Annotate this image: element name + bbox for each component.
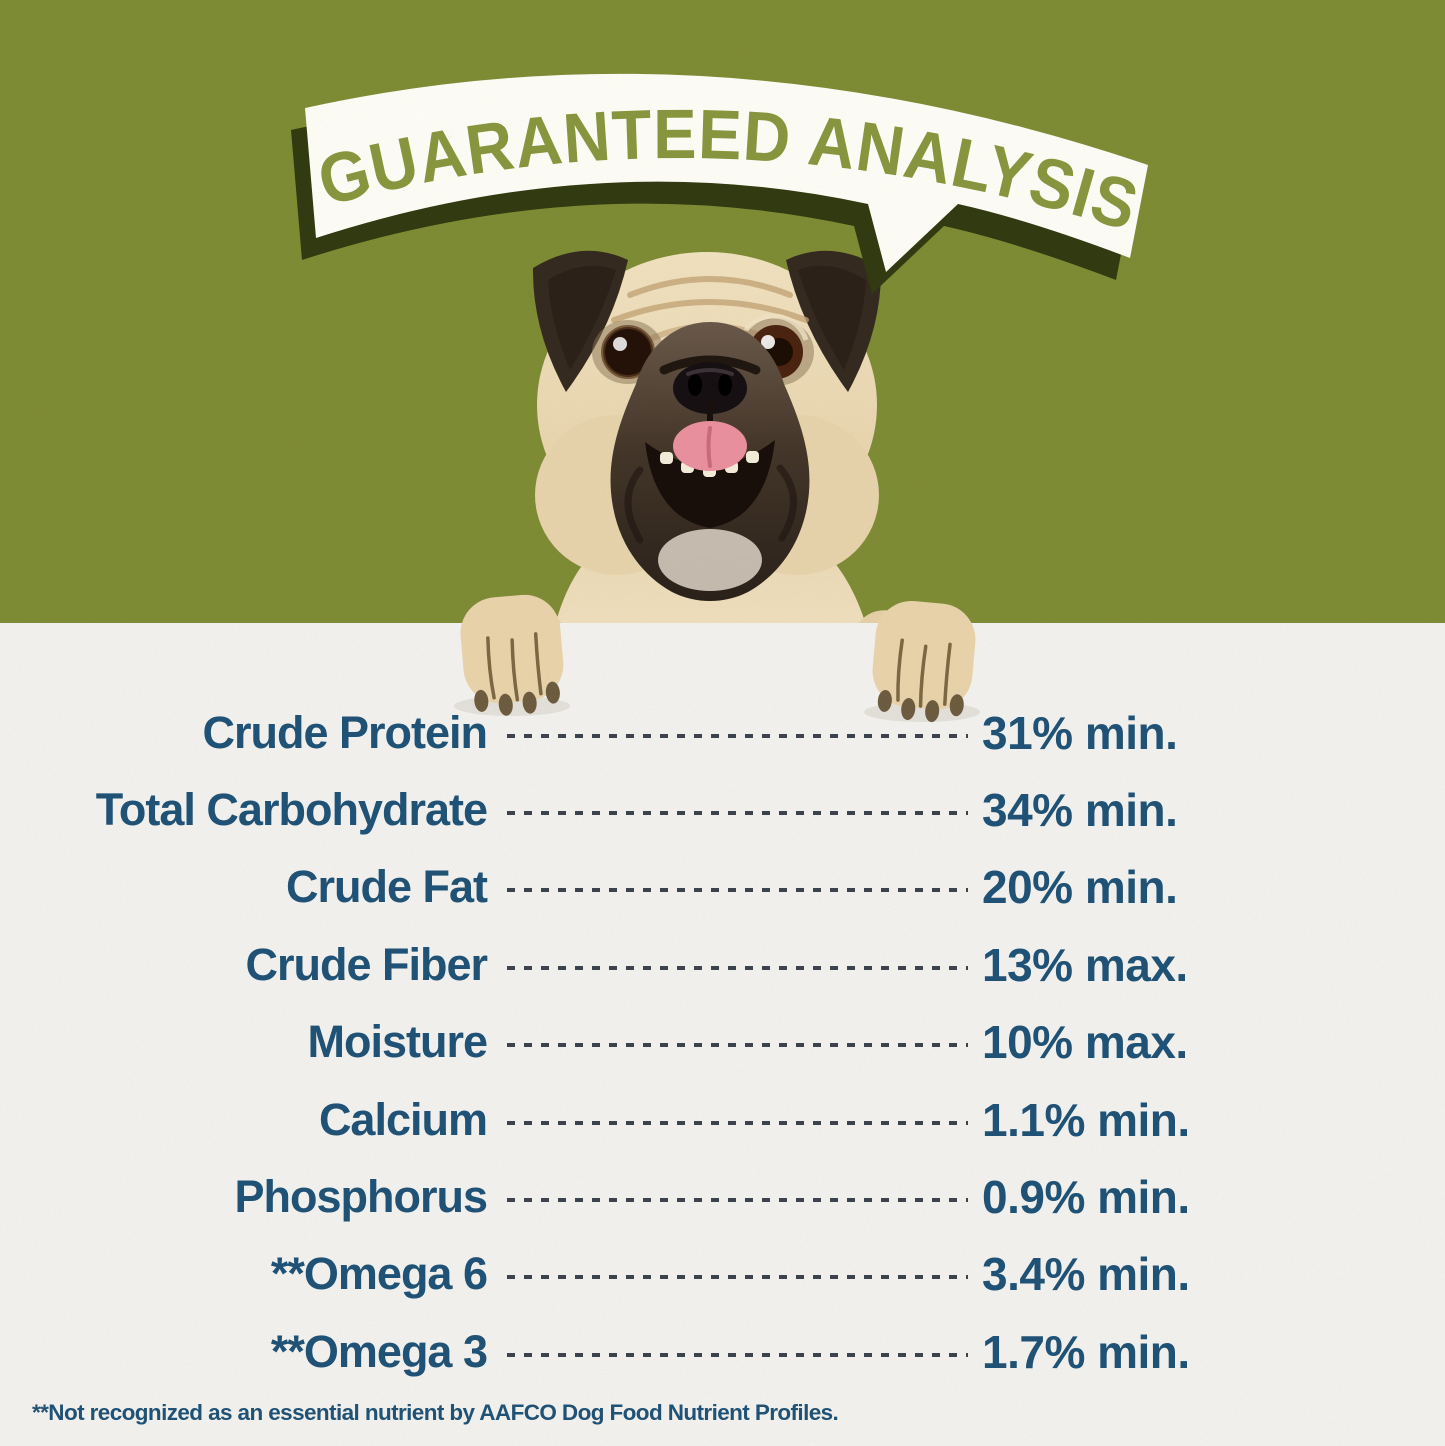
dotted-leader bbox=[507, 1352, 968, 1357]
analysis-row: Crude Protein 31% min. bbox=[0, 694, 1445, 771]
nutrient-value: 3.4% min. bbox=[982, 1248, 1190, 1301]
analysis-row: Phosphorus 0.9% min. bbox=[0, 1158, 1445, 1235]
dotted-leader bbox=[507, 888, 968, 893]
nutrient-value: 34% min. bbox=[982, 784, 1178, 837]
nutrient-value: 20% min. bbox=[982, 861, 1178, 914]
nutrient-label: Moisture bbox=[307, 1016, 488, 1068]
footnote: **Not recognized as an essential nutrien… bbox=[32, 1400, 839, 1425]
nutrient-label: Crude Protein bbox=[202, 706, 488, 758]
analysis-row: **Omega 3 1.7% min. bbox=[0, 1313, 1445, 1390]
analysis-row: Crude Fiber 13% max. bbox=[0, 926, 1445, 1003]
nutrient-label: Total Carbohydrate bbox=[95, 784, 488, 836]
dotted-leader bbox=[507, 811, 968, 816]
dotted-leader bbox=[507, 733, 968, 738]
hero-artwork: GUARANTEED ANALYSIS bbox=[291, 73, 1148, 745]
nutrient-value: 1.1% min. bbox=[982, 1093, 1190, 1146]
nutrient-label: **Omega 3 bbox=[270, 1325, 488, 1377]
analysis-row: Calcium 1.1% min. bbox=[0, 1081, 1445, 1158]
nutrient-label: **Omega 6 bbox=[270, 1248, 488, 1300]
nutrient-value: 13% max. bbox=[982, 938, 1188, 991]
nutrient-value: 0.9% min. bbox=[982, 1171, 1190, 1224]
analysis-row: Moisture 10% max. bbox=[0, 1004, 1445, 1081]
dotted-leader bbox=[507, 1275, 968, 1280]
analysis-table: Crude Protein 31% min. Total Carbohydrat… bbox=[0, 694, 1445, 1391]
dotted-leader bbox=[507, 1120, 968, 1125]
nutrient-value: 10% max. bbox=[982, 1016, 1188, 1069]
analysis-row: Total Carbohydrate 34% min. bbox=[0, 771, 1445, 848]
nutrient-label: Crude Fiber bbox=[245, 938, 488, 990]
nutrient-value: 31% min. bbox=[982, 706, 1178, 759]
dotted-leader bbox=[507, 965, 968, 970]
nutrient-value: 1.7% min. bbox=[982, 1325, 1190, 1378]
nutrient-label: Crude Fat bbox=[285, 861, 488, 913]
analysis-row: Crude Fat 20% min. bbox=[0, 849, 1445, 926]
nutrient-label: Phosphorus bbox=[234, 1171, 488, 1223]
analysis-row: **Omega 6 3.4% min. bbox=[0, 1236, 1445, 1313]
nutrient-label: Calcium bbox=[318, 1093, 488, 1145]
dotted-leader bbox=[507, 1198, 968, 1203]
dotted-leader bbox=[507, 1043, 968, 1048]
